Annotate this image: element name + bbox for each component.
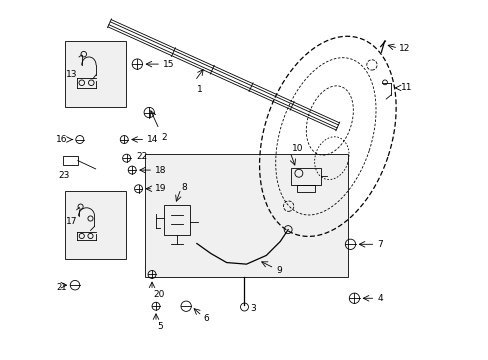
Text: 11: 11: [400, 84, 411, 93]
Text: 12: 12: [399, 44, 410, 53]
Text: 23: 23: [58, 171, 70, 180]
Bar: [164, 204, 189, 235]
Bar: [297, 185, 314, 192]
Text: 13: 13: [66, 70, 77, 79]
Text: 14: 14: [147, 135, 158, 144]
Text: 15: 15: [163, 60, 174, 69]
Text: 7: 7: [377, 240, 383, 249]
Bar: [64, 191, 126, 260]
Text: 16: 16: [56, 135, 67, 144]
Text: 19: 19: [155, 184, 166, 193]
Text: 6: 6: [203, 314, 209, 323]
Text: 3: 3: [250, 305, 256, 314]
Text: 18: 18: [155, 166, 166, 175]
Text: 17: 17: [66, 217, 77, 226]
Text: 10: 10: [291, 144, 303, 153]
Bar: [62, 156, 78, 165]
Text: 1: 1: [197, 85, 202, 94]
Text: 9: 9: [276, 266, 282, 275]
Bar: [290, 168, 320, 185]
Text: 20: 20: [153, 290, 164, 299]
Text: 21: 21: [56, 283, 66, 292]
Text: 22: 22: [136, 152, 147, 161]
Bar: [145, 154, 347, 277]
Text: 2: 2: [161, 133, 166, 142]
Bar: [64, 41, 126, 107]
Text: 5: 5: [157, 321, 163, 330]
Text: 4: 4: [377, 294, 382, 303]
Text: 8: 8: [182, 183, 187, 192]
